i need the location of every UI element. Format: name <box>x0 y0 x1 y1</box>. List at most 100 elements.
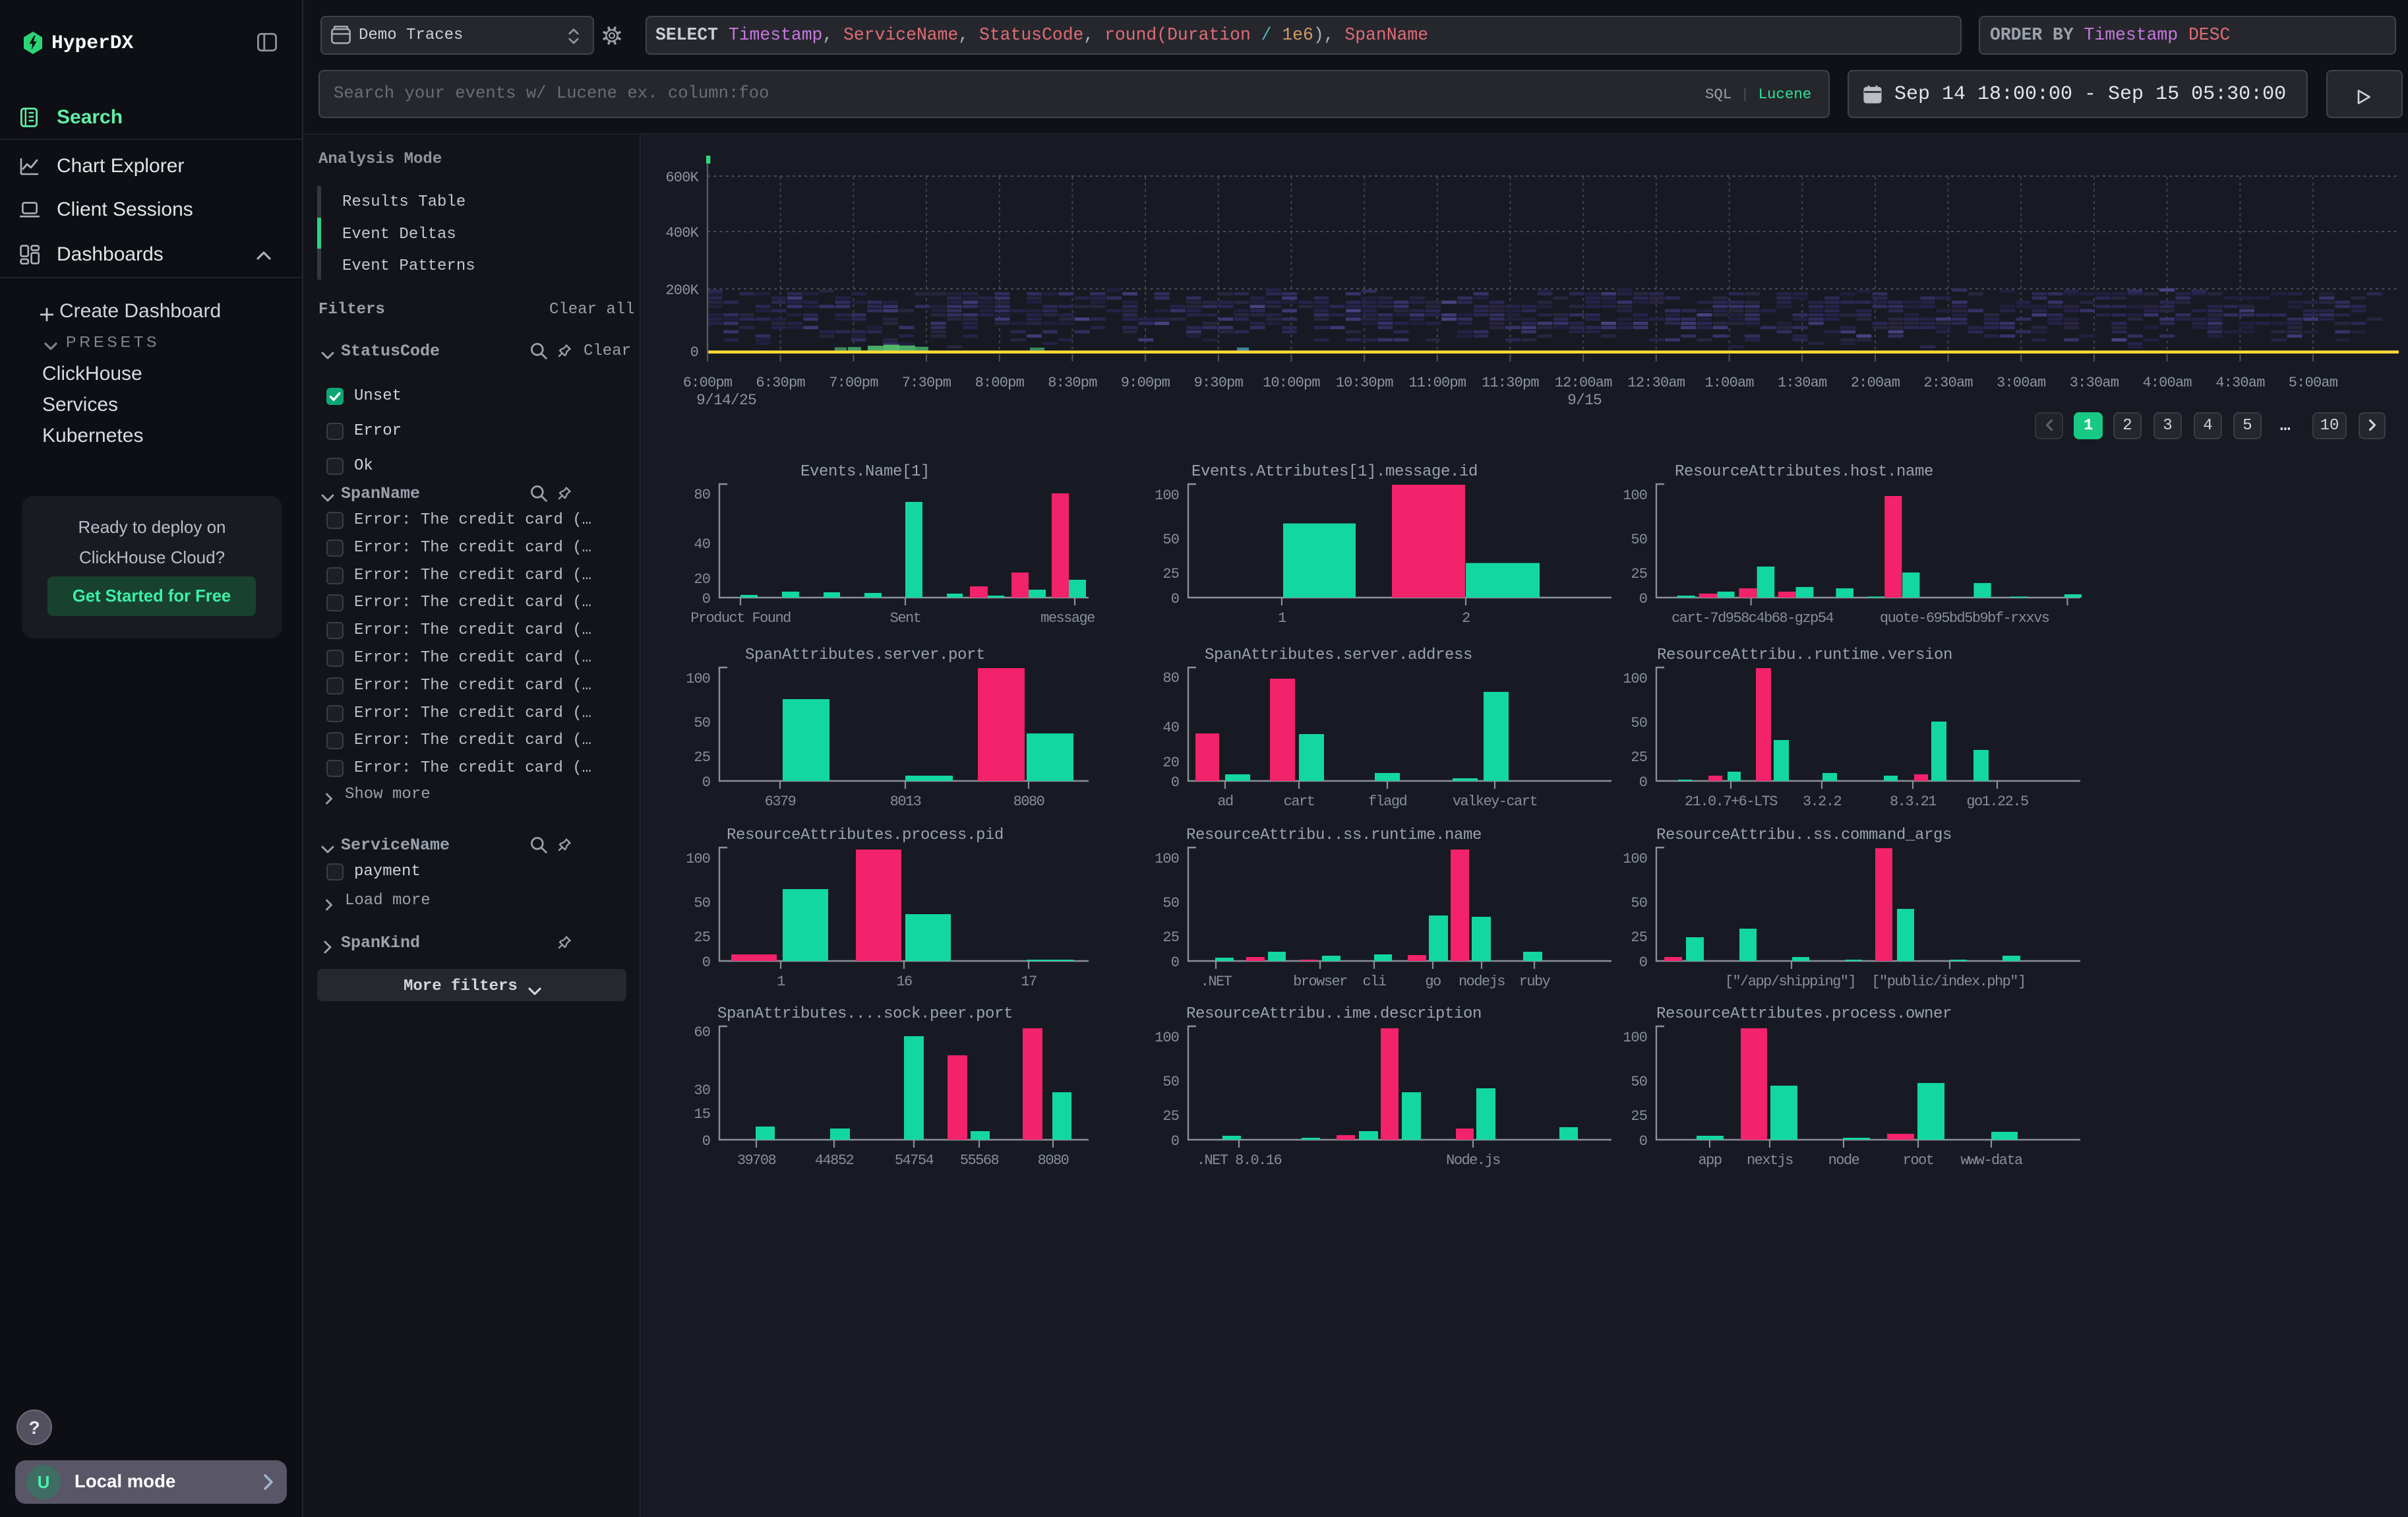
svg-text:7:00pm: 7:00pm <box>829 375 878 391</box>
svg-text:50: 50 <box>694 715 710 731</box>
svg-text:21.0.7+6-LTS: 21.0.7+6-LTS <box>1685 793 1778 810</box>
svg-text:nodejs: nodejs <box>1459 974 1505 990</box>
svg-text:39708: 39708 <box>737 1152 776 1169</box>
svg-text:8.3.21: 8.3.21 <box>1890 793 1937 810</box>
svg-text:ResourceAttributes.host.name: ResourceAttributes.host.name <box>1675 463 1933 481</box>
svg-text:ResourceAttribu..ss.runtime.na: ResourceAttribu..ss.runtime.name <box>1186 826 1482 844</box>
svg-text:25: 25 <box>1631 566 1647 582</box>
svg-text:10:30pm: 10:30pm <box>1336 375 1393 391</box>
svg-text:2:00am: 2:00am <box>1851 375 1900 391</box>
svg-text:100: 100 <box>686 851 710 867</box>
svg-text:SpanAttributes.server.address: SpanAttributes.server.address <box>1205 646 1472 664</box>
svg-text:6379: 6379 <box>765 793 796 810</box>
svg-text:6:00pm: 6:00pm <box>683 375 733 391</box>
svg-text:30: 30 <box>694 1082 710 1099</box>
svg-text:ResourceAttribu..ime.descripti: ResourceAttribu..ime.description <box>1186 1005 1482 1023</box>
svg-text:SpanAttributes....sock.peer.po: SpanAttributes....sock.peer.port <box>717 1005 1013 1023</box>
svg-text:25: 25 <box>1631 1108 1647 1125</box>
svg-text:200K: 200K <box>665 282 699 299</box>
svg-text:25: 25 <box>1162 929 1179 946</box>
svg-text:go1.22.5: go1.22.5 <box>1966 793 2028 810</box>
svg-text:ResourceAttributes.process.pid: ResourceAttributes.process.pid <box>727 826 1004 844</box>
svg-text:nextjs: nextjs <box>1747 1152 1793 1169</box>
svg-text:0: 0 <box>690 344 698 361</box>
svg-text:100: 100 <box>1155 851 1179 867</box>
svg-text:SpanAttributes.server.port: SpanAttributes.server.port <box>745 646 985 664</box>
svg-text:go: go <box>1425 974 1441 990</box>
svg-text:17: 17 <box>1021 974 1037 990</box>
svg-text:9/14/25: 9/14/25 <box>696 392 756 409</box>
svg-text:10:00pm: 10:00pm <box>1263 375 1320 391</box>
svg-text:6:30pm: 6:30pm <box>756 375 805 391</box>
svg-text:ad: ad <box>1217 793 1233 810</box>
svg-text:50: 50 <box>1631 1074 1647 1090</box>
svg-text:44852: 44852 <box>815 1152 854 1169</box>
svg-text:ruby: ruby <box>1519 974 1551 990</box>
svg-text:valkey-cart: valkey-cart <box>1453 793 1537 810</box>
svg-text:0: 0 <box>1171 1133 1179 1150</box>
svg-text:flagd: flagd <box>1368 793 1407 810</box>
svg-text:1:00am: 1:00am <box>1704 375 1754 391</box>
svg-text:ResourceAttribu..runtime.versi: ResourceAttribu..runtime.version <box>1657 646 1952 664</box>
svg-text:100: 100 <box>686 671 710 687</box>
svg-text:54754: 54754 <box>895 1152 934 1169</box>
svg-text:25: 25 <box>1631 749 1647 766</box>
svg-text:Product Found: Product Found <box>690 610 791 627</box>
svg-text:node: node <box>1828 1152 1859 1169</box>
svg-text:100: 100 <box>1623 851 1647 867</box>
svg-text:100: 100 <box>1155 487 1179 504</box>
svg-text:0: 0 <box>702 774 710 791</box>
svg-text:0: 0 <box>1639 1133 1647 1150</box>
svg-text:55568: 55568 <box>960 1152 999 1169</box>
svg-text:0: 0 <box>1171 954 1179 971</box>
svg-text:80: 80 <box>694 487 710 503</box>
svg-text:8:30pm: 8:30pm <box>1048 375 1097 391</box>
svg-text:9:30pm: 9:30pm <box>1194 375 1244 391</box>
svg-text:9:00pm: 9:00pm <box>1121 375 1170 391</box>
svg-text:25: 25 <box>1162 1108 1179 1125</box>
svg-text:ResourceAttribu..ss.command_ar: ResourceAttribu..ss.command_args <box>1656 826 1952 844</box>
svg-text:80: 80 <box>1162 670 1179 687</box>
svg-text:12:00am: 12:00am <box>1555 375 1612 391</box>
svg-text:1: 1 <box>1278 610 1286 627</box>
svg-text:25: 25 <box>694 749 710 766</box>
svg-text:50: 50 <box>1162 895 1179 912</box>
svg-text:.NET: .NET <box>1201 974 1232 990</box>
svg-text:16: 16 <box>896 974 912 990</box>
svg-text:9/15: 9/15 <box>1567 392 1602 409</box>
svg-text:50: 50 <box>1162 1074 1179 1090</box>
svg-text:0: 0 <box>702 954 710 971</box>
svg-text:100: 100 <box>1155 1030 1179 1046</box>
svg-text:11:00pm: 11:00pm <box>1408 375 1466 391</box>
svg-text:3:00am: 3:00am <box>1997 375 2046 391</box>
svg-text:0: 0 <box>1171 591 1179 607</box>
svg-text:5:00am: 5:00am <box>2289 375 2338 391</box>
svg-text:50: 50 <box>1631 532 1647 548</box>
svg-text:50: 50 <box>1631 715 1647 731</box>
svg-text:1:30am: 1:30am <box>1778 375 1827 391</box>
svg-text:2:30am: 2:30am <box>1923 375 1973 391</box>
svg-text:4:00am: 4:00am <box>2142 375 2192 391</box>
svg-text:message: message <box>1040 610 1095 627</box>
svg-text:0: 0 <box>1171 774 1179 791</box>
svg-text:Events.Name[1]: Events.Name[1] <box>800 463 930 481</box>
svg-text:ResourceAttributes.process.own: ResourceAttributes.process.owner <box>1656 1005 1952 1023</box>
svg-text:Sent: Sent <box>890 610 921 627</box>
svg-text:0: 0 <box>702 591 710 607</box>
svg-text:40: 40 <box>1162 720 1179 736</box>
svg-text:20: 20 <box>694 571 710 588</box>
svg-text:Events.Attributes[1].message.i: Events.Attributes[1].message.id <box>1191 463 1478 481</box>
svg-text:20: 20 <box>1162 755 1179 771</box>
svg-text:cart-7d958c4b68-gzp54: cart-7d958c4b68-gzp54 <box>1671 610 1834 627</box>
svg-text:100: 100 <box>1623 487 1647 504</box>
svg-text:8080: 8080 <box>1038 1152 1069 1169</box>
svg-text:25: 25 <box>694 929 710 946</box>
svg-text:25: 25 <box>1162 566 1179 582</box>
svg-text:7:30pm: 7:30pm <box>902 375 951 391</box>
svg-text:0: 0 <box>1639 954 1647 971</box>
svg-text:.NET 8.0.16: .NET 8.0.16 <box>1197 1152 1282 1169</box>
svg-text:1: 1 <box>777 974 785 990</box>
svg-text:50: 50 <box>1162 532 1179 548</box>
svg-text:www-data: www-data <box>1960 1152 2023 1169</box>
svg-text:4:30am: 4:30am <box>2215 375 2265 391</box>
